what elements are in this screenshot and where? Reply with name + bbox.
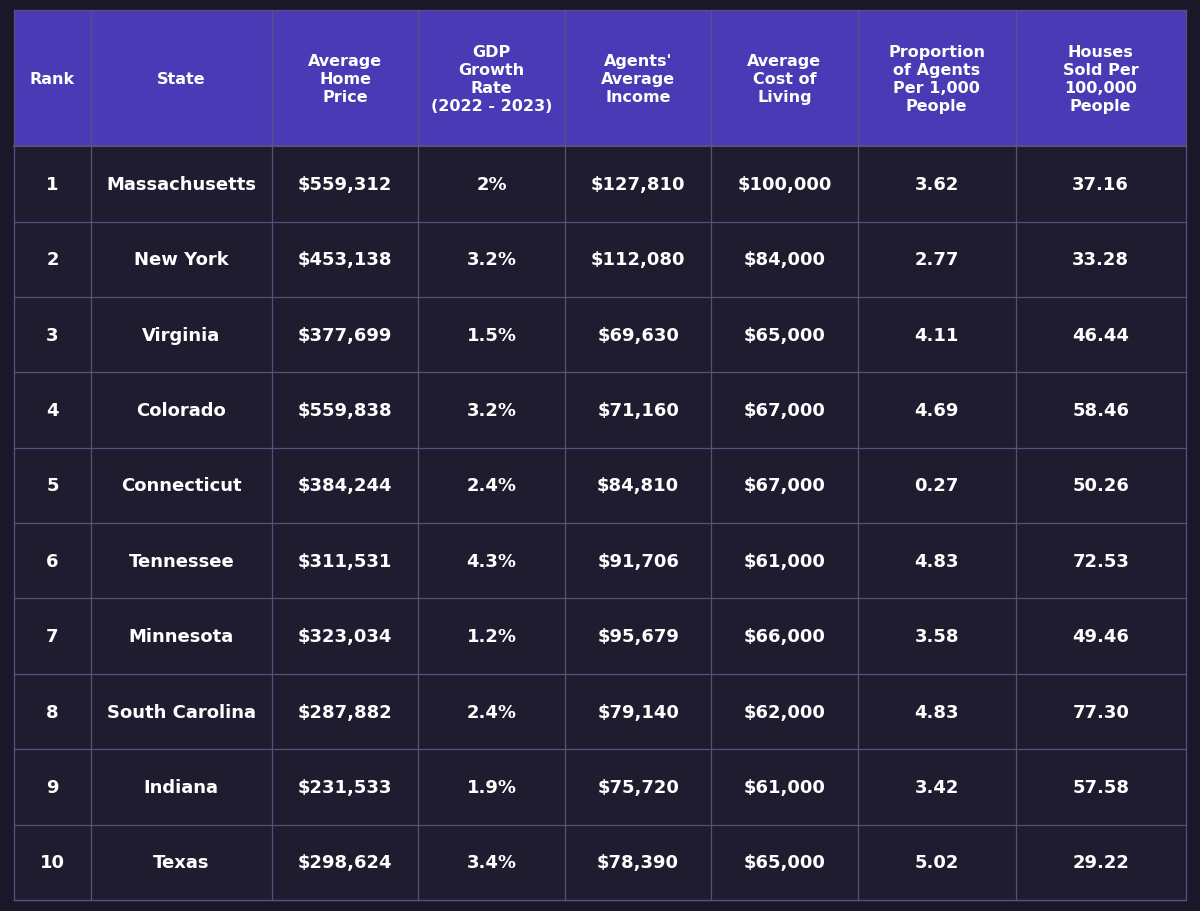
Text: $61,000: $61,000 xyxy=(744,552,826,570)
Text: $311,531: $311,531 xyxy=(298,552,392,570)
Text: State: State xyxy=(157,71,205,87)
Text: Rank: Rank xyxy=(30,71,76,87)
Text: Average
Home
Price: Average Home Price xyxy=(308,54,383,105)
Text: 77.30: 77.30 xyxy=(1073,702,1129,721)
Text: 1.9%: 1.9% xyxy=(467,778,517,796)
Text: 3.42: 3.42 xyxy=(914,778,959,796)
Text: $61,000: $61,000 xyxy=(744,778,826,796)
Text: 4.3%: 4.3% xyxy=(467,552,517,570)
Text: 57.58: 57.58 xyxy=(1072,778,1129,796)
Text: 1.2%: 1.2% xyxy=(467,628,517,646)
Text: 4.83: 4.83 xyxy=(914,702,959,721)
Text: 2.77: 2.77 xyxy=(914,251,959,269)
Text: Tennessee: Tennessee xyxy=(128,552,234,570)
Bar xyxy=(14,524,1186,599)
Text: Colorado: Colorado xyxy=(137,402,226,420)
Text: 3: 3 xyxy=(47,326,59,344)
Text: Connecticut: Connecticut xyxy=(121,476,241,495)
Text: Indiana: Indiana xyxy=(144,778,218,796)
Text: $75,720: $75,720 xyxy=(598,778,679,796)
Text: $67,000: $67,000 xyxy=(744,476,826,495)
Text: $95,679: $95,679 xyxy=(598,628,679,646)
Text: $231,533: $231,533 xyxy=(298,778,392,796)
Text: 29.22: 29.22 xyxy=(1073,854,1129,872)
Text: 72.53: 72.53 xyxy=(1073,552,1129,570)
Text: $78,390: $78,390 xyxy=(598,854,679,872)
Text: 46.44: 46.44 xyxy=(1073,326,1129,344)
Bar xyxy=(14,824,1186,900)
Text: 1: 1 xyxy=(47,176,59,194)
Text: $91,706: $91,706 xyxy=(598,552,679,570)
Text: 3.2%: 3.2% xyxy=(467,402,517,420)
Text: 0.27: 0.27 xyxy=(914,476,959,495)
Text: $65,000: $65,000 xyxy=(744,854,826,872)
Text: 7: 7 xyxy=(47,628,59,646)
Text: $84,000: $84,000 xyxy=(744,251,826,269)
Text: Houses
Sold Per
100,000
People: Houses Sold Per 100,000 People xyxy=(1063,45,1139,113)
Text: $298,624: $298,624 xyxy=(298,854,392,872)
Text: 49.46: 49.46 xyxy=(1073,628,1129,646)
Bar xyxy=(14,448,1186,524)
Text: $453,138: $453,138 xyxy=(298,251,392,269)
Text: $127,810: $127,810 xyxy=(590,176,685,194)
Bar xyxy=(14,222,1186,298)
Text: $66,000: $66,000 xyxy=(744,628,826,646)
Text: $79,140: $79,140 xyxy=(598,702,679,721)
Text: $67,000: $67,000 xyxy=(744,402,826,420)
Text: 3.4%: 3.4% xyxy=(467,854,517,872)
Text: Average
Cost of
Living: Average Cost of Living xyxy=(748,54,822,105)
Text: $323,034: $323,034 xyxy=(298,628,392,646)
Text: 5.02: 5.02 xyxy=(914,854,959,872)
Text: 2.4%: 2.4% xyxy=(467,702,517,721)
Bar xyxy=(14,147,1186,222)
Text: 4.11: 4.11 xyxy=(914,326,959,344)
Text: 6: 6 xyxy=(47,552,59,570)
Text: $112,080: $112,080 xyxy=(590,251,685,269)
Text: $559,312: $559,312 xyxy=(298,176,392,194)
Text: 4.69: 4.69 xyxy=(914,402,959,420)
Text: 3.2%: 3.2% xyxy=(467,251,517,269)
Text: 2.4%: 2.4% xyxy=(467,476,517,495)
Text: $100,000: $100,000 xyxy=(737,176,832,194)
Text: 8: 8 xyxy=(46,702,59,721)
Text: $84,810: $84,810 xyxy=(598,476,679,495)
Text: 5: 5 xyxy=(47,476,59,495)
Bar xyxy=(14,674,1186,750)
Text: Massachusetts: Massachusetts xyxy=(107,176,257,194)
Text: 9: 9 xyxy=(47,778,59,796)
Text: 2: 2 xyxy=(47,251,59,269)
Text: South Carolina: South Carolina xyxy=(107,702,256,721)
Text: 3.58: 3.58 xyxy=(914,628,959,646)
Text: $65,000: $65,000 xyxy=(744,326,826,344)
Bar xyxy=(14,298,1186,373)
Text: Virginia: Virginia xyxy=(142,326,221,344)
Text: 10: 10 xyxy=(40,854,65,872)
Text: Texas: Texas xyxy=(154,854,210,872)
Text: 4.83: 4.83 xyxy=(914,552,959,570)
Text: $62,000: $62,000 xyxy=(744,702,826,721)
Text: $71,160: $71,160 xyxy=(598,402,679,420)
Text: Proportion
of Agents
Per 1,000
People: Proportion of Agents Per 1,000 People xyxy=(888,45,985,113)
Text: 33.28: 33.28 xyxy=(1072,251,1129,269)
Text: GDP
Growth
Rate
(2022 - 2023): GDP Growth Rate (2022 - 2023) xyxy=(431,45,552,113)
Text: 2%: 2% xyxy=(476,176,506,194)
Text: $287,882: $287,882 xyxy=(298,702,392,721)
Text: 4: 4 xyxy=(47,402,59,420)
Text: 37.16: 37.16 xyxy=(1073,176,1129,194)
Bar xyxy=(14,11,1186,147)
Text: $384,244: $384,244 xyxy=(298,476,392,495)
Text: 3.62: 3.62 xyxy=(914,176,959,194)
Text: Agents'
Average
Income: Agents' Average Income xyxy=(601,54,676,105)
Bar xyxy=(14,373,1186,448)
Text: $559,838: $559,838 xyxy=(298,402,392,420)
Text: 50.26: 50.26 xyxy=(1073,476,1129,495)
Bar xyxy=(14,599,1186,674)
Text: New York: New York xyxy=(134,251,229,269)
Text: $69,630: $69,630 xyxy=(598,326,679,344)
Text: Minnesota: Minnesota xyxy=(128,628,234,646)
Text: $377,699: $377,699 xyxy=(298,326,392,344)
Text: 1.5%: 1.5% xyxy=(467,326,517,344)
Bar xyxy=(14,750,1186,824)
Text: 58.46: 58.46 xyxy=(1072,402,1129,420)
